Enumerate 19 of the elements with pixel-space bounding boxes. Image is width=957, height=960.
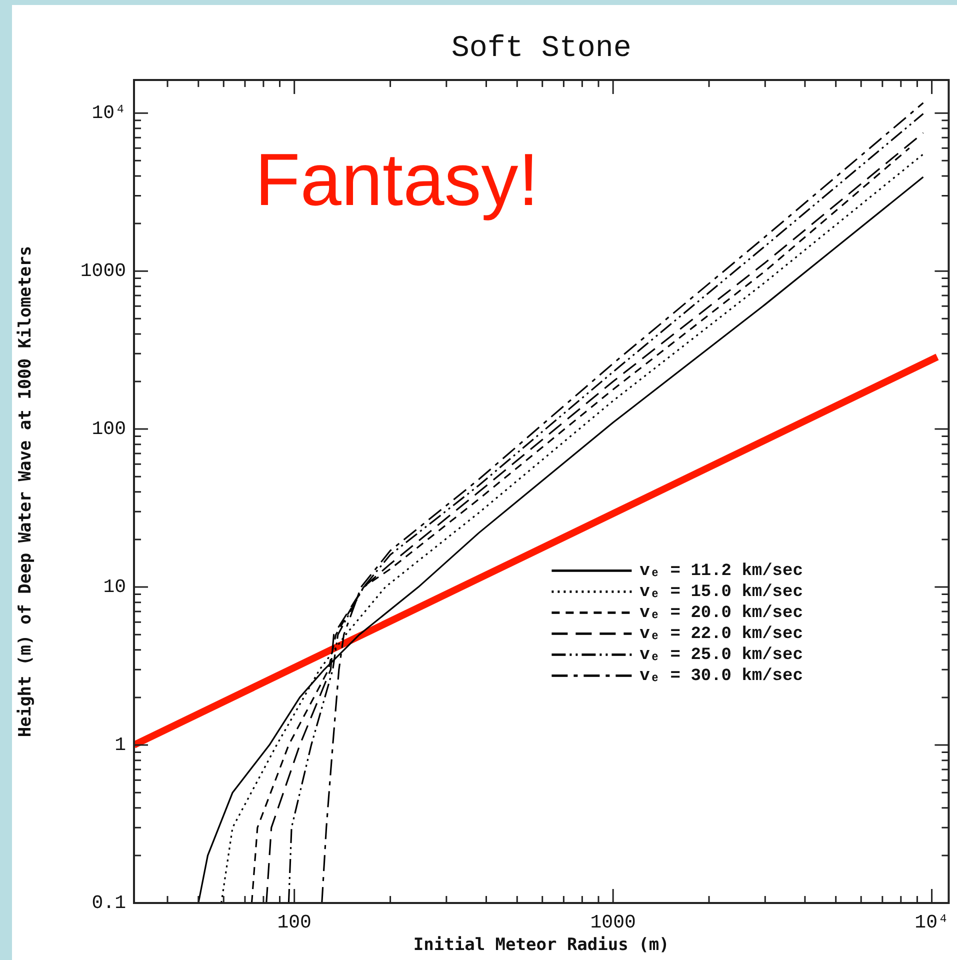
legend-label: vₑ = 20.0 km/sec [640, 604, 803, 623]
x-axis-title: Initial Meteor Radius (m) [413, 935, 670, 956]
legend-label: vₑ = 22.0 km/sec [640, 624, 803, 644]
x-tick-label: 10⁴ [914, 911, 949, 934]
y-tick-label: 10⁴ [92, 102, 126, 124]
chart-title: Soft Stone [451, 32, 632, 66]
y-tick-label: 1 [114, 734, 126, 756]
legend-label: vₑ = 11.2 km/sec [640, 562, 803, 581]
annotation: Fantasy! [255, 138, 539, 221]
x-tick-label: 1000 [590, 911, 636, 934]
y-tick-label: 0.1 [92, 892, 126, 914]
y-tick-label: 10 [103, 576, 126, 598]
y-tick-label: 1000 [80, 260, 126, 282]
y-tick-label: 100 [92, 418, 126, 440]
legend-label: vₑ = 30.0 km/sec [640, 666, 803, 686]
x-tick-label: 100 [277, 911, 312, 934]
legend-label: vₑ = 25.0 km/sec [640, 646, 803, 665]
legend-label: vₑ = 15.0 km/sec [640, 582, 803, 602]
y-axis-title: Height (m) of Deep Water Wave at 1000 Kilometers [16, 246, 36, 738]
